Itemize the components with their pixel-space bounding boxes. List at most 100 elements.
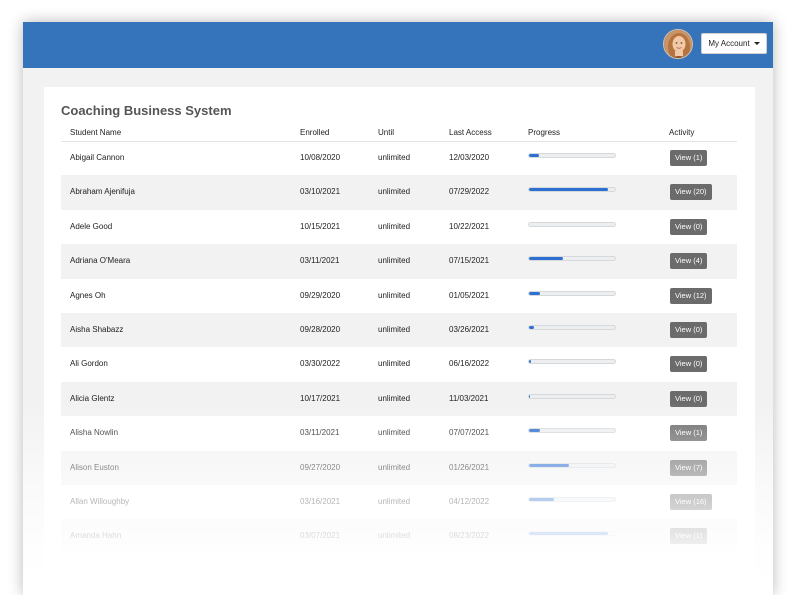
last-access-date: 01/05/2021 <box>449 290 490 300</box>
until-value: unlimited <box>378 428 411 438</box>
column-header-until[interactable]: Until <box>378 128 395 137</box>
until-value: unlimited <box>378 531 411 541</box>
progress-bar <box>528 428 616 434</box>
table-row: Aisha Shabazz 09/28/2020 unlimited 03/26/20… <box>61 312 737 348</box>
table-row: Adele Good 10/15/2021 unlimited 10/22/2021 V… <box>61 210 737 244</box>
last-access-date: 12/03/2020 <box>449 153 490 162</box>
column-header-student-name[interactable]: Student Name <box>70 128 122 137</box>
table-row: Agnes Oh 09/29/2020 unlimited 01/05/2021 Vie… <box>61 279 737 313</box>
enrolled-date: 09/27/2020 <box>300 462 341 472</box>
enrolled-date: 10/08/2020 <box>300 153 341 162</box>
last-access-date: 10/22/2021 <box>449 221 490 231</box>
last-access-date: 11/03/2021 <box>449 393 489 403</box>
student-name[interactable]: Adele Good <box>70 221 113 231</box>
last-access-date: 03/26/2021 <box>449 324 490 334</box>
column-header-last-access[interactable]: Last Access <box>449 128 492 137</box>
view-activity-button[interactable]: View (0) <box>670 218 708 235</box>
enrolled-date: 03/16/2021 <box>300 496 341 506</box>
table-row: Abraham Ajenifuja 03/10/2021 unlimited 07/2… <box>61 175 737 210</box>
progress-bar <box>528 462 616 468</box>
student-name[interactable]: Allan Willoughby <box>70 496 130 506</box>
enrolled-date: 09/29/2020 <box>300 290 341 300</box>
top-bar: My Account <box>23 22 773 68</box>
last-access-date: 04/12/2022 <box>449 496 490 506</box>
enrolled-date: 10/15/2021 <box>300 221 341 231</box>
progress-bar <box>528 393 616 399</box>
enrolled-date: 09/28/2020 <box>300 324 341 334</box>
view-activity-button[interactable]: View (0) <box>670 321 708 338</box>
view-activity-button[interactable]: View (12) <box>670 287 712 304</box>
until-value: unlimited <box>378 496 411 506</box>
progress-bar <box>528 153 616 158</box>
until-value: unlimited <box>378 359 411 369</box>
progress-bar <box>528 531 616 537</box>
progress-fill <box>529 429 541 433</box>
student-name[interactable]: Adriana O'Meara <box>70 256 131 266</box>
page-title: Coaching Business System <box>61 103 232 118</box>
until-value: unlimited <box>378 290 411 300</box>
view-activity-button[interactable]: View (16) <box>670 493 712 510</box>
last-access-date: 07/29/2022 <box>449 187 490 197</box>
progress-fill <box>529 257 564 261</box>
view-activity-button[interactable]: View (7) <box>670 459 708 476</box>
table-row: Alicia Glentz 10/17/2021 unlimited 11/03/20… <box>61 381 737 417</box>
progress-fill <box>529 325 535 329</box>
my-account-label: My Account <box>708 39 750 48</box>
progress-fill <box>529 291 541 295</box>
app-window: My Account Coaching Business System Stud… <box>23 22 773 595</box>
student-name[interactable]: Ali Gordon <box>70 359 108 369</box>
student-name[interactable]: Abraham Ajenifuja <box>70 187 135 197</box>
progress-fill <box>529 497 554 501</box>
enrolled-date: 03/10/2021 <box>300 187 341 197</box>
enrolled-date: 03/11/2021 <box>300 428 340 438</box>
my-account-button[interactable]: My Account <box>701 33 767 54</box>
progress-fill <box>529 394 530 398</box>
column-header-enrolled[interactable]: Enrolled <box>300 128 330 137</box>
last-access-date: 01/26/2021 <box>449 462 490 472</box>
progress-bar <box>528 324 616 330</box>
table-row: Ali Gordon 03/30/2022 unlimited 06/16/2022 V… <box>61 347 737 381</box>
progress-bar <box>528 187 616 193</box>
student-name[interactable]: Alisha Nowlin <box>70 428 119 438</box>
enrolled-date: 03/30/2022 <box>300 359 341 369</box>
progress-fill <box>529 154 540 157</box>
table-row: Amanda Hahn 03/07/2021 unlimited 08/23/2022… <box>61 519 737 554</box>
student-name[interactable]: Abigail Cannon <box>70 153 125 162</box>
progress-bar <box>528 290 616 296</box>
table-row: Adriana O'Meara 03/11/2021 unlimited 07/15/… <box>61 244 737 279</box>
last-access-date: 07/07/2021 <box>449 428 490 438</box>
last-access-date: 06/16/2022 <box>449 359 490 369</box>
view-activity-button[interactable]: View (1) <box>670 150 708 166</box>
view-activity-button[interactable]: View (1) <box>670 425 708 442</box>
progress-bar <box>528 256 616 262</box>
table-row: Abigail Cannon 10/08/2020 unlimited 12/03/2… <box>61 141 737 175</box>
student-name[interactable]: Amanda Hahn <box>70 531 122 541</box>
table-row: Alisha Nowlin 03/11/2021 unlimited 07/07/20… <box>61 416 737 450</box>
column-header-activity[interactable]: Activity <box>669 128 695 137</box>
until-value: unlimited <box>378 256 411 266</box>
view-activity-button[interactable]: View (0) <box>670 356 708 373</box>
enrolled-date: 10/17/2021 <box>300 393 341 403</box>
progress-fill <box>529 188 609 192</box>
student-name[interactable]: Aisha Shabazz <box>70 324 124 334</box>
enrolled-date: 03/11/2021 <box>300 256 340 266</box>
view-activity-button[interactable]: View (0) <box>670 390 708 407</box>
student-name[interactable]: Alison Euston <box>70 462 119 472</box>
until-value: unlimited <box>378 324 411 334</box>
student-table-body: Abigail Cannon 10/08/2020 unlimited 12/03/2… <box>61 141 737 554</box>
until-value: unlimited <box>378 393 411 403</box>
progress-fill <box>529 532 609 536</box>
table-row: Allan Willoughby 03/16/2021 unlimited 04/12… <box>61 485 737 519</box>
view-activity-button[interactable]: View (4) <box>670 253 708 270</box>
column-header-progress[interactable]: Progress <box>528 128 561 137</box>
last-access-date: 07/15/2021 <box>449 256 490 266</box>
progress-bar <box>528 221 616 227</box>
view-activity-button[interactable]: View (1) <box>670 528 708 545</box>
caret-down-icon <box>753 42 760 45</box>
progress-fill <box>529 360 531 364</box>
user-avatar-icon[interactable] <box>663 29 693 59</box>
view-activity-button[interactable]: View (20) <box>670 184 712 201</box>
student-name[interactable]: Alicia Glentz <box>70 393 115 403</box>
student-name[interactable]: Agnes Oh <box>70 290 106 300</box>
students-card: Coaching Business System Student Name En… <box>44 87 755 595</box>
